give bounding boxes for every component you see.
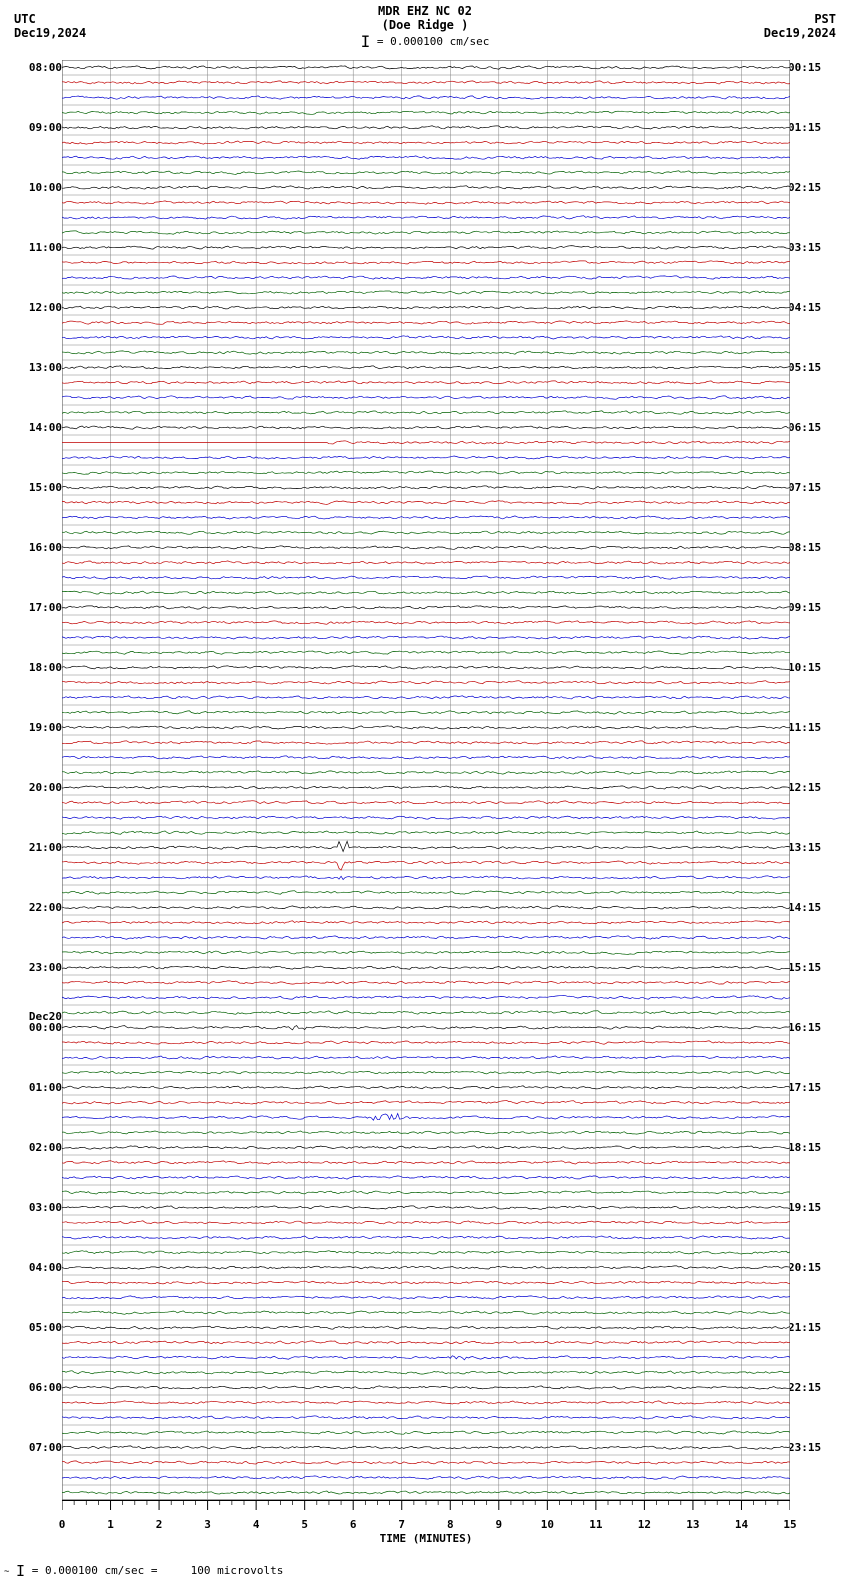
x-tick-label: 6 bbox=[350, 1518, 357, 1531]
right-time-label: 08:15 bbox=[788, 541, 821, 554]
left-time-label: 21:00 bbox=[29, 841, 62, 854]
pst-date-label: Dec19,2024 bbox=[764, 26, 836, 40]
left-time-label: 00:00 bbox=[29, 1021, 62, 1034]
right-time-label: 09:15 bbox=[788, 601, 821, 614]
x-tick-label: 11 bbox=[589, 1518, 602, 1531]
right-time-label: 04:15 bbox=[788, 301, 821, 314]
x-tick-label: 7 bbox=[398, 1518, 405, 1531]
left-time-labels: 08:00 09:00 10:00 11:00 12:00 13:00 14:00 15:00… bbox=[14, 60, 62, 1500]
left-time-label: 08:00 bbox=[29, 61, 62, 74]
left-time-label: 19:00 bbox=[29, 721, 62, 734]
x-tick-label: 0 bbox=[59, 1518, 66, 1531]
helicorder-svg bbox=[62, 60, 790, 1500]
left-time-label: 12:00 bbox=[29, 301, 62, 314]
x-tick-label: 8 bbox=[447, 1518, 454, 1531]
x-tick-label: 5 bbox=[301, 1518, 308, 1531]
left-time-label: 14:00 bbox=[29, 421, 62, 434]
location-title: (Doe Ridge ) bbox=[0, 18, 850, 32]
station-title: MDR EHZ NC 02 bbox=[0, 4, 850, 18]
right-time-label: 14:15 bbox=[788, 901, 821, 914]
x-tick-label: 3 bbox=[204, 1518, 211, 1531]
right-time-label: 21:15 bbox=[788, 1321, 821, 1334]
left-time-label: 22:00 bbox=[29, 901, 62, 914]
footer-prefix: ~ bbox=[4, 1567, 9, 1577]
right-time-label: 19:15 bbox=[788, 1201, 821, 1214]
x-tick-label: 15 bbox=[783, 1518, 796, 1531]
left-time-label: 18:00 bbox=[29, 661, 62, 674]
right-time-label: 11:15 bbox=[788, 721, 821, 734]
x-tick-label: 1 bbox=[107, 1518, 114, 1531]
header: UTC Dec19,2024 MDR EHZ NC 02 (Doe Ridge … bbox=[0, 0, 850, 60]
x-tick-label: 13 bbox=[686, 1518, 699, 1531]
right-time-label: 17:15 bbox=[788, 1081, 821, 1094]
right-time-label: 16:15 bbox=[788, 1021, 821, 1034]
left-time-label: 05:00 bbox=[29, 1321, 62, 1334]
helicorder-plot bbox=[62, 60, 790, 1500]
right-time-label: 03:15 bbox=[788, 241, 821, 254]
left-time-label: 15:00 bbox=[29, 481, 62, 494]
right-time-label: 23:15 bbox=[788, 1441, 821, 1454]
header-right: PST Dec19,2024 bbox=[764, 12, 836, 40]
left-time-label: 23:00 bbox=[29, 961, 62, 974]
x-axis-title: TIME (MINUTES) bbox=[62, 1532, 790, 1545]
right-time-label: 12:15 bbox=[788, 781, 821, 794]
left-time-label: 09:00 bbox=[29, 121, 62, 134]
scale-indicator: I = 0.000100 cm/sec bbox=[0, 32, 850, 51]
left-time-label: 03:00 bbox=[29, 1201, 62, 1214]
left-time-label: 20:00 bbox=[29, 781, 62, 794]
x-tick-label: 2 bbox=[156, 1518, 163, 1531]
x-axis-ticks-svg bbox=[62, 1500, 790, 1518]
x-axis: TIME (MINUTES) 0123456789101112131415 bbox=[62, 1500, 790, 1550]
right-time-label: 00:15 bbox=[788, 61, 821, 74]
pst-tz-label: PST bbox=[764, 12, 836, 26]
footer-bar-icon: I bbox=[16, 1562, 25, 1580]
right-time-label: 02:15 bbox=[788, 181, 821, 194]
left-time-label: 16:00 bbox=[29, 541, 62, 554]
right-time-label: 22:15 bbox=[788, 1381, 821, 1394]
x-tick-label: 12 bbox=[638, 1518, 651, 1531]
right-time-label: 07:15 bbox=[788, 481, 821, 494]
left-time-label: 04:00 bbox=[29, 1261, 62, 1274]
right-time-label: 05:15 bbox=[788, 361, 821, 374]
left-time-label: 11:00 bbox=[29, 241, 62, 254]
right-time-label: 13:15 bbox=[788, 841, 821, 854]
x-tick-label: 10 bbox=[541, 1518, 554, 1531]
x-tick-label: 14 bbox=[735, 1518, 748, 1531]
footer-text-1: = 0.000100 cm/sec = bbox=[32, 1564, 158, 1577]
header-center: MDR EHZ NC 02 (Doe Ridge ) I = 0.000100 … bbox=[0, 4, 850, 51]
right-time-label: 15:15 bbox=[788, 961, 821, 974]
footer-scale: ~ I = 0.000100 cm/sec = 100 microvolts bbox=[4, 1562, 283, 1580]
right-time-label: 01:15 bbox=[788, 121, 821, 134]
right-time-label: 20:15 bbox=[788, 1261, 821, 1274]
left-time-label: 02:00 bbox=[29, 1141, 62, 1154]
right-time-label: 18:15 bbox=[788, 1141, 821, 1154]
x-tick-label: 9 bbox=[495, 1518, 502, 1531]
right-time-labels: 00:15 01:15 02:15 03:15 04:15 05:15 06:15 07:15… bbox=[788, 60, 836, 1500]
left-time-label: 01:00 bbox=[29, 1081, 62, 1094]
right-time-label: 10:15 bbox=[788, 661, 821, 674]
footer-text-2: 100 microvolts bbox=[191, 1564, 284, 1577]
left-time-label: 10:00 bbox=[29, 181, 62, 194]
left-time-label: 13:00 bbox=[29, 361, 62, 374]
x-tick-label: 4 bbox=[253, 1518, 260, 1531]
left-time-label: 06:00 bbox=[29, 1381, 62, 1394]
left-time-label: 17:00 bbox=[29, 601, 62, 614]
right-time-label: 06:15 bbox=[788, 421, 821, 434]
left-time-label: 07:00 bbox=[29, 1441, 62, 1454]
scale-bar-icon: I bbox=[361, 32, 371, 51]
scale-value: = 0.000100 cm/sec bbox=[377, 35, 490, 48]
